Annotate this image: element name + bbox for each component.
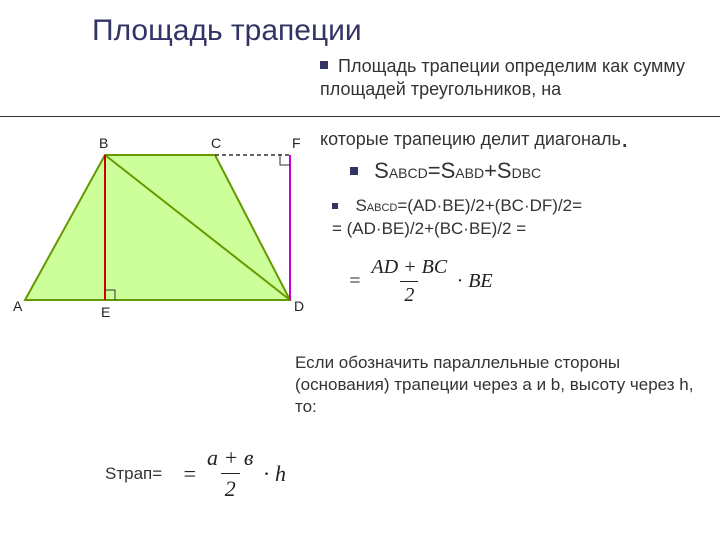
vertex-label-b: B	[99, 135, 108, 151]
expansion-formula: SABCD=(AD·BE)/2+(BC·DF)/2= = (AD·BE)/2+(…	[332, 195, 582, 241]
f-dbc: DBC	[512, 165, 542, 181]
bullet-icon	[320, 61, 328, 69]
eq1-num: AD + BC	[368, 256, 452, 281]
eq2-den: 2	[221, 473, 240, 502]
fraction-formula-2: = a + в 2 · h	[182, 445, 286, 502]
intro-line1: Площадь трапеции определим как сумму пло…	[320, 56, 685, 99]
eq1-dot: ·	[457, 270, 462, 293]
explanation-text: Если обозначить параллельные стороны (ос…	[295, 352, 705, 418]
f-abd: ABD	[455, 165, 484, 181]
bullet-icon	[350, 167, 358, 175]
vertex-label-e: E	[101, 304, 110, 320]
vertex-label-a: A	[13, 298, 22, 314]
vertex-label-c: C	[211, 135, 221, 151]
eq2-dot: ·	[263, 461, 269, 487]
intro-line2-text: которые трапецию делит диагональ	[320, 129, 621, 149]
page-title: Площадь трапеции	[92, 14, 362, 48]
f-eq: =	[428, 158, 441, 183]
f-plus: +	[484, 158, 497, 183]
f2-line2: = (AD·BE)/2+(BC·BE)/2 =	[332, 219, 526, 238]
period: .	[621, 122, 629, 153]
fraction: AD + BC 2	[368, 256, 452, 307]
intro-text: Площадь трапеции определим как сумму пло…	[320, 55, 700, 102]
right-angle-f	[280, 155, 290, 165]
f2-sub: ABCD	[367, 202, 398, 214]
eq2-tail: h	[275, 461, 286, 487]
eq2-eq: =	[182, 461, 197, 487]
vertex-label-d: D	[294, 298, 304, 314]
fraction-formula-1: = AD + BC 2 · BE	[348, 256, 493, 307]
eq2-num: a + в	[203, 445, 257, 473]
divider	[0, 116, 720, 117]
f-s2: S	[441, 158, 456, 183]
eq1-tail: BE	[468, 270, 492, 293]
f2-s: S	[355, 196, 366, 215]
f-abcd: ABCD	[389, 165, 428, 181]
f-s1: S	[374, 158, 389, 183]
eq1-eq: =	[348, 270, 362, 293]
trapezoid-shape	[25, 155, 290, 300]
main-formula: SABCD=SABD+SDBC	[350, 158, 541, 184]
f2-rest: =(AD·BE)/2+(BC·DF)/2=	[397, 196, 582, 215]
bullet-icon	[332, 203, 338, 209]
strap-label: Sтрап=	[105, 464, 162, 484]
fraction: a + в 2	[203, 445, 257, 502]
eq1-den: 2	[400, 281, 418, 307]
f-s3: S	[497, 158, 512, 183]
final-formula-row: Sтрап= = a + в 2 · h	[105, 445, 286, 502]
trapezoid-diagram	[10, 130, 320, 330]
intro-line2: которые трапецию делит диагональ.	[320, 122, 710, 154]
vertex-label-f: F	[292, 135, 301, 151]
